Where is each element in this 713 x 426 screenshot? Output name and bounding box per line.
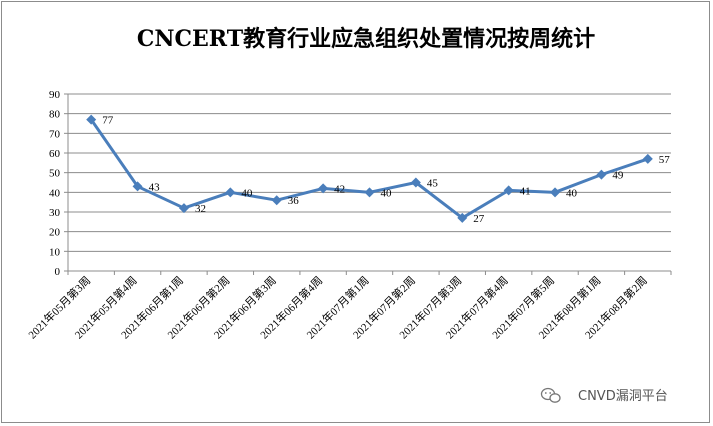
data-point-marker [410, 177, 421, 188]
data-label: 27 [473, 213, 485, 225]
data-label: 40 [566, 187, 578, 199]
data-label: 49 [612, 170, 624, 182]
data-point-marker [271, 195, 282, 206]
watermark-text: CNVD漏洞平台 [578, 388, 668, 404]
y-tick-label: 80 [49, 109, 61, 121]
y-tick-label: 20 [49, 227, 61, 239]
y-tick-label: 30 [49, 207, 61, 219]
x-axis: 2021年05月第3周2021年05月第4周2021年06月第1周2021年06… [25, 270, 672, 341]
data-point-marker [550, 187, 561, 198]
data-point-marker [178, 203, 189, 214]
data-point-marker [596, 169, 607, 180]
data-label: 36 [288, 195, 300, 207]
data-series [86, 114, 653, 223]
data-label: 57 [659, 154, 671, 166]
y-axis: 0 10 20 30 40 50 60 70 80 90 [49, 89, 69, 278]
data-labels: 77 43 32 40 36 42 40 45 27 41 40 49 57 [102, 115, 670, 225]
data-point-marker [86, 114, 97, 125]
y-tick-label: 10 [49, 246, 61, 258]
y-tick-label: 0 [55, 266, 61, 278]
data-point-marker [642, 153, 653, 164]
data-point-marker [364, 187, 375, 198]
series-line [89, 118, 649, 220]
wechat-bubble-icon [540, 387, 561, 403]
y-tick-label: 70 [49, 128, 61, 140]
data-label: 42 [334, 183, 345, 195]
data-point-marker [132, 181, 143, 192]
data-point-marker [318, 183, 329, 194]
y-tick-label: 60 [49, 148, 61, 160]
y-tick-label: 50 [49, 168, 61, 180]
watermark: CNVD漏洞平台 [540, 387, 668, 404]
data-label: 40 [241, 187, 253, 199]
data-label: 41 [520, 185, 531, 197]
y-tick-label: 40 [49, 187, 61, 199]
data-label: 45 [427, 178, 439, 190]
data-label: 32 [195, 203, 206, 215]
y-tick-label: 90 [49, 89, 61, 101]
data-point-marker [503, 185, 514, 196]
data-label: 43 [149, 181, 161, 193]
data-point-marker [457, 212, 468, 223]
data-label: 77 [102, 115, 114, 127]
data-point-marker [225, 187, 236, 198]
chart-title: CNCERT教育行业应急组织处置情况按周统计 [137, 26, 595, 52]
data-label: 40 [381, 187, 393, 199]
